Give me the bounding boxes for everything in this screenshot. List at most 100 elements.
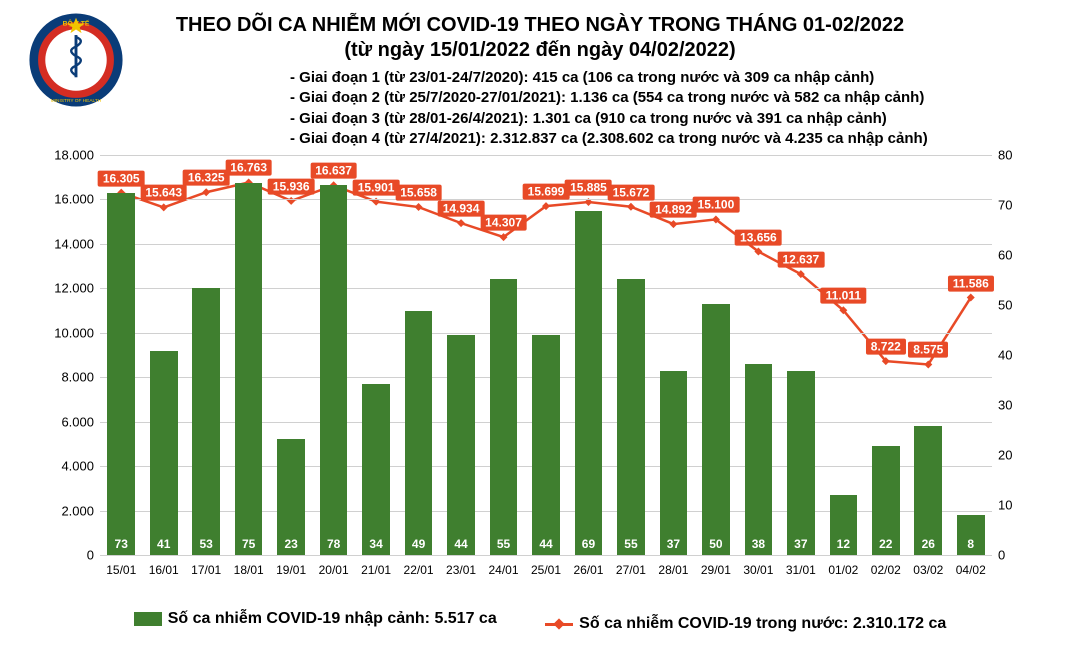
logo-bottom-text: MINISTRY OF HEALTH: [51, 98, 102, 104]
x-tick-label: 31/01: [780, 563, 822, 577]
grid-line: [100, 555, 992, 556]
bar: 44: [447, 335, 475, 555]
line-marker: [627, 203, 635, 211]
bar: 73: [107, 193, 135, 555]
y-left-tick: 6.000: [50, 414, 94, 429]
x-tick-label: 28/01: [652, 563, 694, 577]
line-value-label: 15.885: [565, 180, 612, 196]
line-value-label: 13.656: [735, 229, 782, 245]
y-left-tick: 14.000: [50, 236, 94, 251]
line-marker: [160, 203, 168, 211]
bar: 22: [872, 446, 900, 555]
x-tick-label: 01/02: [822, 563, 864, 577]
bar: 41: [150, 351, 178, 555]
x-tick-label: 15/01: [100, 563, 142, 577]
line-marker: [415, 203, 423, 211]
bar-value-label: 50: [702, 537, 730, 551]
line-value-label: 15.100: [693, 197, 740, 213]
line-value-label: 15.643: [140, 185, 187, 201]
bar-value-label: 34: [362, 537, 390, 551]
x-tick-label: 17/01: [185, 563, 227, 577]
bar: 37: [787, 371, 815, 555]
line-value-label: 15.936: [268, 178, 315, 194]
x-tick-label: 16/01: [142, 563, 184, 577]
y-left-tick: 16.000: [50, 192, 94, 207]
y-right-tick: 50: [998, 298, 1030, 313]
line-value-label: 8.575: [908, 342, 948, 358]
phase-list: - Giai đoạn 1 (từ 23/01-24/7/2020): 415 …: [290, 68, 928, 149]
y-left-tick: 8.000: [50, 370, 94, 385]
x-tick-label: 22/01: [397, 563, 439, 577]
x-tick-label: 18/01: [227, 563, 269, 577]
bar-value-label: 75: [235, 537, 263, 551]
bar-value-label: 22: [872, 537, 900, 551]
phase-line: - Giai đoạn 4 (từ 27/4/2021): 2.312.837 …: [290, 129, 928, 149]
grid-line: [100, 333, 992, 334]
line-value-label: 14.934: [438, 201, 485, 217]
bar-value-label: 55: [490, 537, 518, 551]
line-value-label: 14.892: [650, 202, 697, 218]
bar: 26: [914, 426, 942, 555]
chart-title: THEO DÕI CA NHIỄM MỚI COVID-19 THEO NGÀY…: [0, 14, 1080, 37]
grid-line: [100, 244, 992, 245]
bar: 37: [660, 371, 688, 555]
bar-value-label: 55: [617, 537, 645, 551]
bar-swatch-icon: [134, 612, 162, 626]
bar-value-label: 37: [787, 537, 815, 551]
x-tick-label: 24/01: [482, 563, 524, 577]
chart-area: 02.0004.0006.0008.00010.00012.00014.0001…: [50, 155, 1030, 585]
bar-value-label: 37: [660, 537, 688, 551]
x-tick-label: 19/01: [270, 563, 312, 577]
x-tick-label: 26/01: [567, 563, 609, 577]
line-value-label: 16.305: [98, 170, 145, 186]
line-value-label: 15.699: [523, 184, 570, 200]
y-right-tick: 40: [998, 348, 1030, 363]
bar: 38: [745, 364, 773, 555]
line-marker: [457, 219, 465, 227]
bar: 49: [405, 311, 433, 555]
bar: 23: [277, 439, 305, 555]
line-value-label: 16.763: [225, 160, 272, 176]
bar: 12: [830, 495, 858, 555]
phase-line: - Giai đoạn 2 (từ 25/7/2020-27/01/2021):…: [290, 88, 928, 108]
x-tick-label: 21/01: [355, 563, 397, 577]
bar-value-label: 78: [320, 537, 348, 551]
bar-value-label: 23: [277, 537, 305, 551]
bar: 78: [320, 185, 348, 555]
bar: 55: [490, 279, 518, 555]
phase-line: - Giai đoạn 3 (từ 28/01-26/4/2021): 1.30…: [290, 109, 928, 129]
chart-header: THEO DÕI CA NHIỄM MỚI COVID-19 THEO NGÀY…: [0, 14, 1080, 62]
x-tick-label: 02/02: [865, 563, 907, 577]
x-tick-label: 30/01: [737, 563, 779, 577]
y-right-tick: 10: [998, 498, 1030, 513]
legend-bar: Số ca nhiễm COVID-19 nhập cảnh: 5.517 ca: [134, 610, 497, 628]
x-tick-label: 04/02: [950, 563, 992, 577]
line-value-label: 11.011: [821, 288, 866, 304]
line-value-label: 15.672: [608, 184, 655, 200]
bar-value-label: 44: [532, 537, 560, 551]
line-marker: [669, 220, 677, 228]
legend-line-label: Số ca nhiễm COVID-19 trong nước: 2.310.1…: [579, 615, 946, 633]
bar-value-label: 26: [914, 537, 942, 551]
line-value-label: 11.586: [948, 275, 994, 291]
x-tick-label: 23/01: [440, 563, 482, 577]
bar-value-label: 12: [830, 537, 858, 551]
bar: 55: [617, 279, 645, 555]
y-right-tick: 80: [998, 148, 1030, 163]
y-left-tick: 0: [50, 548, 94, 563]
bar-value-label: 41: [150, 537, 178, 551]
x-tick-label: 27/01: [610, 563, 652, 577]
bar: 34: [362, 384, 390, 555]
chart-subtitle: (từ ngày 15/01/2022 đến ngày 04/02/2022): [0, 39, 1080, 62]
phase-line: - Giai đoạn 1 (từ 23/01-24/7/2020): 415 …: [290, 68, 928, 88]
line-value-label: 14.307: [480, 215, 527, 231]
bar-value-label: 38: [745, 537, 773, 551]
line-value-label: 15.901: [353, 179, 400, 195]
bar: 53: [192, 288, 220, 555]
line-marker: [202, 188, 210, 196]
bar: 69: [575, 211, 603, 555]
y-left-tick: 18.000: [50, 148, 94, 163]
x-tick-label: 20/01: [312, 563, 354, 577]
bar: 75: [235, 183, 263, 556]
y-right-tick: 30: [998, 398, 1030, 413]
